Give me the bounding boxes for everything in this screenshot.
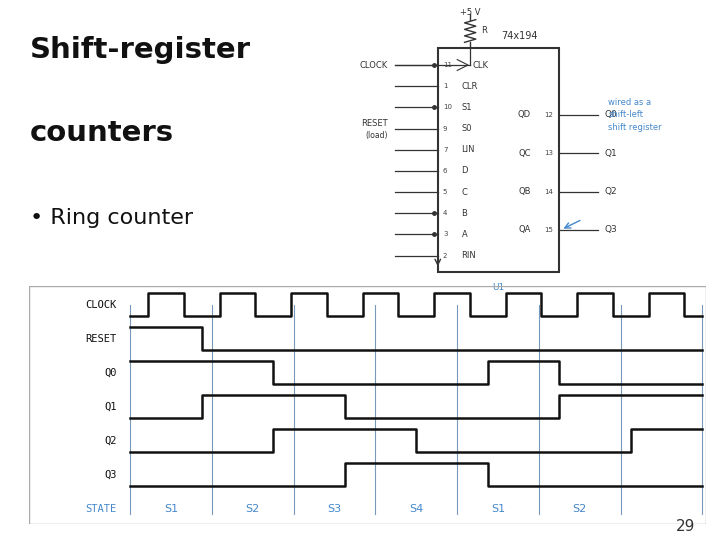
Text: S3: S3: [328, 503, 341, 514]
Text: Q2: Q2: [104, 436, 117, 446]
Text: QC: QC: [518, 148, 531, 158]
Text: QB: QB: [518, 187, 531, 196]
Text: QD: QD: [518, 110, 531, 119]
Text: Q0: Q0: [604, 110, 617, 119]
Text: S4: S4: [409, 503, 423, 514]
Text: 3: 3: [443, 231, 447, 238]
Text: 7: 7: [443, 147, 447, 153]
Text: Q1: Q1: [604, 148, 617, 158]
Text: RIN: RIN: [462, 251, 476, 260]
Text: Shift-register: Shift-register: [30, 36, 251, 64]
Text: S2: S2: [572, 503, 587, 514]
Text: 13: 13: [544, 150, 554, 156]
Text: 11: 11: [443, 62, 452, 68]
Text: QA: QA: [518, 225, 531, 234]
Text: Q3: Q3: [104, 470, 117, 480]
Text: 10: 10: [443, 104, 452, 110]
Text: B: B: [462, 208, 467, 218]
Text: 5: 5: [443, 189, 447, 195]
Text: +5 V: +5 V: [460, 8, 480, 17]
Text: Q3: Q3: [604, 225, 617, 234]
Text: S2: S2: [246, 503, 260, 514]
Text: 14: 14: [544, 188, 554, 194]
Text: S0: S0: [462, 124, 472, 133]
Text: RESET: RESET: [86, 334, 117, 344]
Text: Q2: Q2: [604, 187, 617, 196]
Text: 6: 6: [443, 168, 447, 174]
Text: 15: 15: [544, 227, 554, 233]
Text: CLK: CLK: [472, 60, 488, 70]
Text: 9: 9: [443, 125, 447, 132]
Text: 4: 4: [443, 210, 447, 216]
Text: STATE: STATE: [86, 503, 117, 514]
Text: 12: 12: [544, 112, 554, 118]
Text: counters: counters: [30, 119, 174, 147]
Text: A: A: [462, 230, 467, 239]
Text: R: R: [481, 26, 487, 35]
Text: CLOCK: CLOCK: [86, 300, 117, 310]
Text: wired as a
shift-left
shift register: wired as a shift-left shift register: [608, 98, 662, 132]
Text: C: C: [462, 187, 467, 197]
Text: 2: 2: [443, 253, 447, 259]
Text: CLR: CLR: [462, 82, 478, 91]
Bar: [438, 49, 559, 272]
Text: CLOCK: CLOCK: [360, 60, 388, 70]
Text: S1: S1: [462, 103, 472, 112]
Text: 29: 29: [675, 518, 695, 534]
Text: D: D: [462, 166, 468, 176]
Text: S1: S1: [491, 503, 505, 514]
Text: Q0: Q0: [104, 368, 117, 378]
Text: (load): (load): [366, 131, 388, 140]
Text: RESET: RESET: [361, 119, 388, 129]
Text: U1: U1: [492, 283, 505, 292]
Text: • Ring counter: • Ring counter: [30, 208, 194, 228]
Text: S1: S1: [164, 503, 179, 514]
Text: Q1: Q1: [104, 402, 117, 411]
Text: LIN: LIN: [462, 145, 475, 154]
Text: 74x194: 74x194: [502, 31, 538, 41]
Text: 1: 1: [443, 83, 447, 89]
